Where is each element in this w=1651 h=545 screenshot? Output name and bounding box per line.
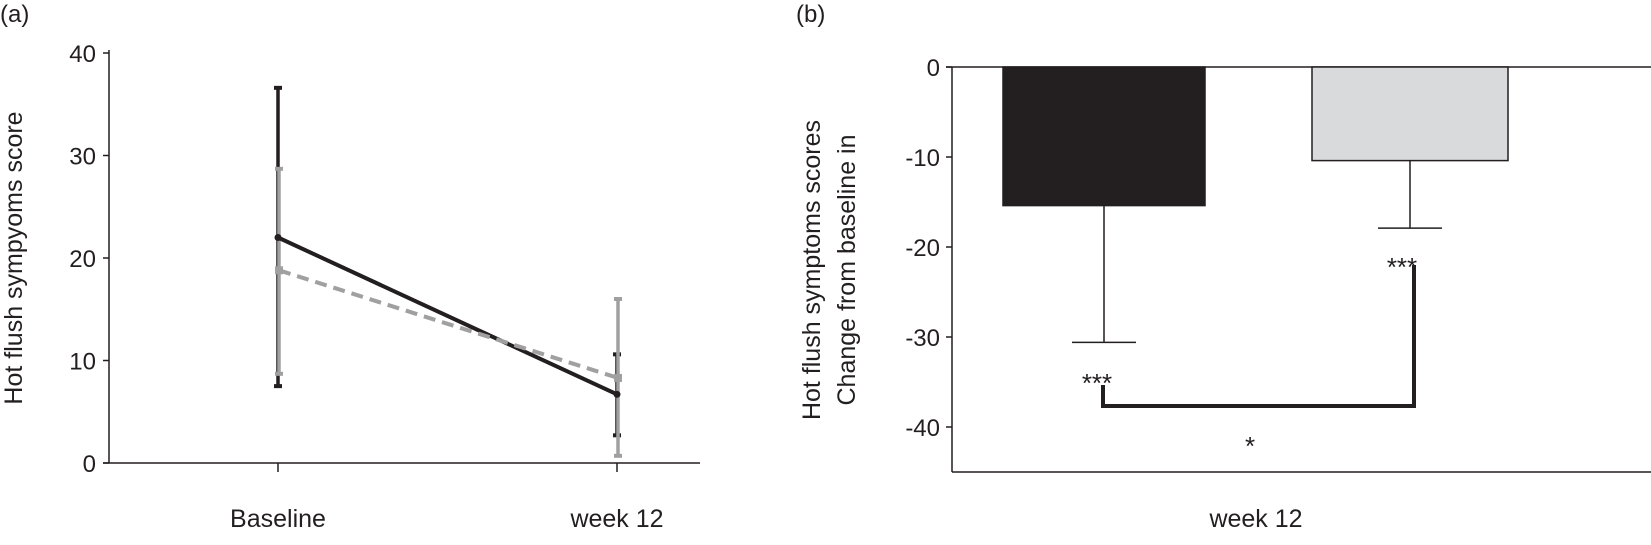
panel-b-y-tick-label: -20 <box>905 235 940 262</box>
panel-a-y-tick-label: 20 <box>69 246 96 273</box>
panel-a-y-tick-label: 40 <box>69 41 96 68</box>
panel-a-data-point <box>274 234 282 241</box>
panel-a-y-tick-label: 0 <box>83 451 96 478</box>
panel-a-y-tick-label: 10 <box>69 349 96 376</box>
panel-b-significance-bracket <box>1101 265 1416 408</box>
panel-b-y-axis-label-line1: Hot flush symptoms scores <box>798 120 826 420</box>
panel-a-label: (a) <box>0 1 29 28</box>
panel-a-series-line <box>278 268 619 380</box>
panel-a-series-line <box>277 235 618 397</box>
panel-a-y-axis-label: Hot flush sympyoms score <box>0 111 28 404</box>
panel-a-data-point <box>614 373 622 382</box>
panel-b: (b) Hot flush symptoms scores Change fro… <box>796 1 1651 533</box>
panel-b-y-tick-label: 0 <box>927 55 940 82</box>
panel-a-x-tick-label: Baseline <box>230 505 326 533</box>
panel-b-annotation-group1: *** <box>1082 368 1112 398</box>
panel-b-label: (b) <box>796 1 825 28</box>
panel-a-x-tick-label: week 12 <box>569 505 663 533</box>
panel-b-x-axis-label: week 12 <box>1208 505 1302 533</box>
panel-b-y-axis-label-line2: Change from baseline in <box>833 135 861 406</box>
panel-b-annotation-comparison: * <box>1245 431 1255 461</box>
panel-b-y-tick-label: -10 <box>905 145 940 172</box>
panel-a-y-tick-label: 30 <box>69 144 96 171</box>
panel-a-data-point <box>613 390 621 398</box>
panel-a-data-point <box>275 266 283 275</box>
panel-a: (a) Hot flush sympyoms score 0 10 20 30 40 B… <box>0 1 700 533</box>
panel-b-y-tick-label: -40 <box>905 415 940 442</box>
panel-b-bar <box>1311 66 1509 162</box>
panel-b-y-tick-label: -30 <box>905 325 940 352</box>
panel-b-annotation-group2: *** <box>1387 252 1417 282</box>
panel-b-bar <box>1002 66 1206 207</box>
